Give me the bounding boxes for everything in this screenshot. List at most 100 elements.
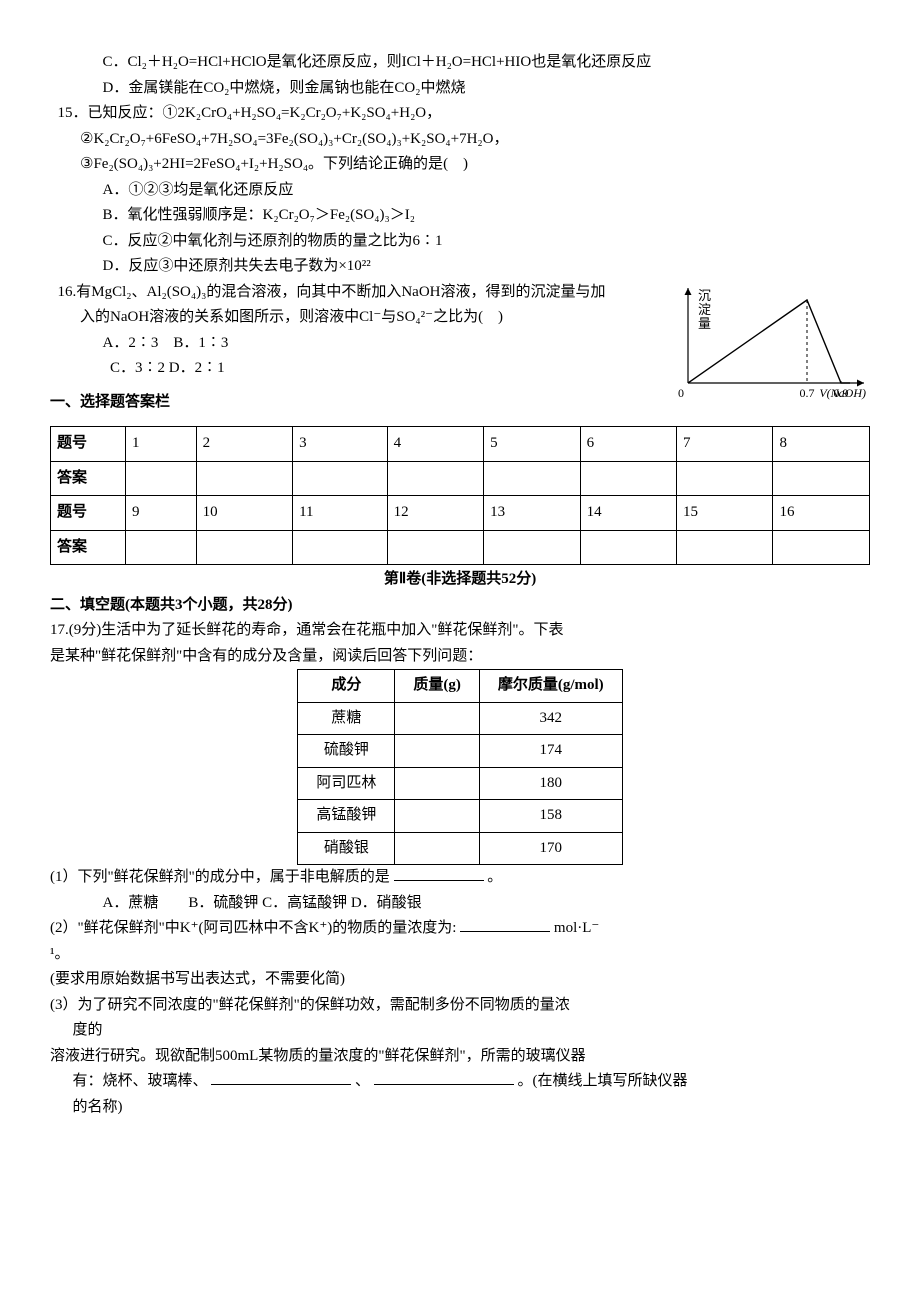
q15-reaction-3: ③Fe₂(SO₄)₃+2HI=2FeSO₄+I₂+H₂SO₄。下列结论正确的是(… (50, 152, 870, 178)
fill-blank[interactable] (211, 1069, 351, 1085)
header-cell: 14 (580, 496, 676, 531)
q17-p2-text: (2）"鲜花保鲜剂"中K⁺(阿司匹林中不含K⁺)的物质的量浓度为: (50, 920, 456, 936)
answer-cell[interactable] (773, 461, 870, 496)
q17-p3c-text: 有：烧杯、玻璃棒、 (73, 1073, 208, 1089)
cell: 174 (479, 735, 622, 768)
header-cell: 质量(g) (395, 670, 480, 703)
header-cell: 1 (126, 427, 197, 462)
q17-p2-cont: ¹。 (50, 942, 870, 968)
header-cell: 5 (484, 427, 580, 462)
cell: 342 (479, 702, 622, 735)
svg-text:沉: 沉 (698, 288, 711, 303)
table-row: 答案 (51, 530, 870, 565)
svg-text:V(NaOH): V(NaOH) (819, 386, 866, 400)
section-2-title: 二、填空题(本题共3个小题，共28分) (50, 593, 870, 619)
q15-reaction-2: ②K₂Cr₂O₇+6FeSO₄+7H₂SO₄=3Fe₂(SO₄)₃+Cr₂(SO… (50, 127, 870, 153)
cell (395, 702, 480, 735)
header-cell: 10 (196, 496, 292, 531)
q17-p1-options: A．蔗糖 B．硫酸钾 C．高锰酸钾 D．硝酸银 (50, 891, 870, 917)
answer-cell[interactable] (126, 461, 197, 496)
table-row: 成分 质量(g) 摩尔质量(g/mol) (298, 670, 622, 703)
answer-cell[interactable] (387, 461, 483, 496)
header-cell: 成分 (298, 670, 395, 703)
header-cell: 12 (387, 496, 483, 531)
q17-p3-line1b: 度的 (50, 1018, 870, 1044)
q14-option-d: D．金属镁能在CO₂中燃烧，则金属钠也能在CO₂中燃烧 (50, 76, 870, 102)
svg-text:0: 0 (678, 386, 684, 400)
row-label: 题号 (51, 496, 126, 531)
cell: 硫酸钾 (298, 735, 395, 768)
q17-p3c-tail: 。(在横线上填写所缺仪器 (518, 1073, 688, 1089)
cell: 高锰酸钾 (298, 800, 395, 833)
q17-p3c-sep: 、 (355, 1073, 370, 1089)
fill-blank[interactable] (394, 865, 484, 881)
svg-text:量: 量 (698, 316, 711, 331)
paper-2-title: 第Ⅱ卷(非选择题共52分) (50, 567, 870, 593)
table-row: 蔗糖 342 (298, 702, 622, 735)
header-cell: 3 (293, 427, 388, 462)
table-row: 硝酸银 170 (298, 832, 622, 865)
answer-cell[interactable] (196, 530, 292, 565)
table-row: 答案 (51, 461, 870, 496)
answer-cell[interactable] (293, 530, 388, 565)
q15-stem: 15．已知反应：①2K₂CrO₄+H₂SO₄=K₂Cr₂O₇+K₂SO₄+H₂O… (50, 101, 870, 127)
cell: 170 (479, 832, 622, 865)
answer-cell[interactable] (677, 461, 773, 496)
svg-text:0.7: 0.7 (800, 386, 815, 400)
q17-stem-2: 是某种"鲜花保鲜剂"中含有的成分及含量，阅读后回答下列问题： (50, 644, 870, 670)
answer-cell[interactable] (196, 461, 292, 496)
svg-text:淀: 淀 (698, 302, 711, 317)
answer-cell[interactable] (773, 530, 870, 565)
table-row: 题号 9 10 11 12 13 14 15 16 (51, 496, 870, 531)
cell (395, 735, 480, 768)
header-cell: 2 (196, 427, 292, 462)
q17-p2-unit: mol·L⁻ (554, 920, 599, 936)
cell: 180 (479, 767, 622, 800)
answer-cell[interactable] (484, 530, 580, 565)
q17-part2: (2）"鲜花保鲜剂"中K⁺(阿司匹林中不含K⁺)的物质的量浓度为: mol·L⁻ (50, 916, 870, 942)
q16-chart: 沉淀量00.70.9V(NaOH) (640, 276, 870, 421)
header-cell: 15 (677, 496, 773, 531)
header-cell: 11 (293, 496, 388, 531)
q17-p2-note: (要求用原始数据书写出表达式，不需要化简) (50, 967, 870, 993)
q17-composition-table: 成分 质量(g) 摩尔质量(g/mol) 蔗糖 342 硫酸钾 174 阿司匹林 18… (297, 669, 622, 865)
cell (395, 832, 480, 865)
header-cell: 9 (126, 496, 197, 531)
table-row: 阿司匹林 180 (298, 767, 622, 800)
q17-p1-tail: 。 (487, 869, 502, 885)
q17-p3-line2: 溶液进行研究。现欲配制500mL某物质的量浓度的"鲜花保鲜剂"，所需的玻璃仪器 (50, 1044, 870, 1070)
q17-p1-text: (1）下列"鲜花保鲜剂"的成分中，属于非电解质的是 (50, 869, 390, 885)
answer-cell[interactable] (580, 461, 676, 496)
cell (395, 800, 480, 833)
answer-cell[interactable] (126, 530, 197, 565)
answer-cell[interactable] (293, 461, 388, 496)
q15-option-b: B．氧化性强弱顺序是：K₂Cr₂O₇＞Fe₂(SO₄)₃＞I₂ (50, 203, 870, 229)
q15-option-a: A．①②③均是氧化还原反应 (50, 178, 870, 204)
table-row: 硫酸钾 174 (298, 735, 622, 768)
row-label: 答案 (51, 530, 126, 565)
cell: 硝酸银 (298, 832, 395, 865)
header-cell: 16 (773, 496, 870, 531)
fill-blank[interactable] (460, 916, 550, 932)
cell (395, 767, 480, 800)
row-label: 答案 (51, 461, 126, 496)
answer-cell[interactable] (484, 461, 580, 496)
header-cell: 8 (773, 427, 870, 462)
answer-cell[interactable] (677, 530, 773, 565)
q17-p3-line3: 有：烧杯、玻璃棒、 、 。(在横线上填写所缺仪器 (50, 1069, 870, 1095)
q17-stem-1: 17.(9分)生活中为了延长鲜花的寿命，通常会在花瓶中加入"鲜花保鲜剂"。下表 (50, 618, 870, 644)
q14-option-c: C．Cl₂＋H₂O=HCl+HClO是氧化还原反应，则ICl＋H₂O=HCl+H… (50, 50, 870, 76)
answer-cell[interactable] (387, 530, 483, 565)
header-cell: 13 (484, 496, 580, 531)
q17-p3-line4: 的名称) (50, 1095, 870, 1121)
cell: 158 (479, 800, 622, 833)
cell: 阿司匹林 (298, 767, 395, 800)
q17-part1: (1）下列"鲜花保鲜剂"的成分中，属于非电解质的是 。 (50, 865, 870, 891)
fill-blank[interactable] (374, 1069, 514, 1085)
answer-cell[interactable] (580, 530, 676, 565)
table-row: 高锰酸钾 158 (298, 800, 622, 833)
header-cell: 6 (580, 427, 676, 462)
row-label: 题号 (51, 427, 126, 462)
header-cell: 摩尔质量(g/mol) (479, 670, 622, 703)
cell: 蔗糖 (298, 702, 395, 735)
